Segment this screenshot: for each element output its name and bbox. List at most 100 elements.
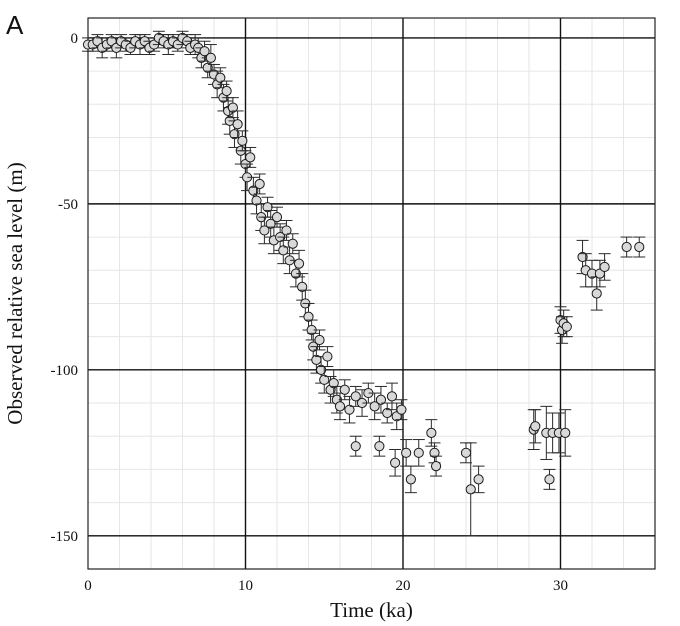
point-marker xyxy=(426,427,437,439)
point-marker xyxy=(386,391,398,402)
data-point xyxy=(293,249,306,278)
data-point xyxy=(244,146,257,168)
data-point xyxy=(425,419,438,447)
x-tick-label: 30 xyxy=(553,578,568,594)
data-point xyxy=(338,379,351,401)
point-marker xyxy=(401,447,412,458)
point-marker xyxy=(259,225,270,236)
x-tick-label: 10 xyxy=(238,578,253,594)
data-point xyxy=(327,369,340,397)
point-marker xyxy=(328,378,339,389)
point-marker xyxy=(281,225,292,236)
point-marker xyxy=(460,447,472,458)
data-point xyxy=(381,402,394,424)
point-marker xyxy=(322,351,333,362)
data-point xyxy=(430,455,443,477)
data-point xyxy=(460,442,472,464)
point-marker xyxy=(429,447,440,458)
data-point xyxy=(633,236,646,258)
point-marker xyxy=(297,281,308,292)
point-marker xyxy=(314,334,325,346)
data-point xyxy=(368,392,381,421)
point-marker xyxy=(316,364,327,375)
data-point xyxy=(198,40,211,62)
data-point xyxy=(593,259,606,288)
data-point xyxy=(412,439,425,467)
data-point xyxy=(321,346,334,368)
panel-label: A xyxy=(6,10,24,40)
point-marker xyxy=(344,404,355,415)
point-marker xyxy=(215,72,226,83)
point-marker xyxy=(254,178,265,190)
point-marker xyxy=(221,85,232,97)
data-point xyxy=(464,442,477,537)
point-marker xyxy=(577,251,588,263)
data-point xyxy=(286,233,299,255)
point-marker xyxy=(350,441,361,452)
x-tick-label: 20 xyxy=(396,578,411,594)
data-point xyxy=(559,409,572,457)
data-point xyxy=(552,412,565,454)
y-tick-label: -150 xyxy=(51,529,79,545)
data-point xyxy=(349,435,362,457)
data-point xyxy=(236,130,249,152)
data-point xyxy=(280,219,293,241)
data-point xyxy=(315,356,328,384)
data-point xyxy=(264,210,277,238)
data-point xyxy=(385,382,398,411)
data-point xyxy=(404,465,417,494)
plot-frame xyxy=(87,17,656,570)
point-marker xyxy=(339,384,350,395)
point-marker xyxy=(334,401,346,412)
minor-grid xyxy=(87,18,656,570)
data-point xyxy=(253,173,266,195)
y-tick-label: -100 xyxy=(51,363,79,379)
data-point xyxy=(241,163,254,192)
point-marker xyxy=(465,484,476,495)
data-point xyxy=(277,236,290,265)
data-point xyxy=(318,366,331,394)
point-marker xyxy=(591,288,602,299)
point-marker xyxy=(405,474,416,485)
data-point xyxy=(373,435,386,457)
data-point xyxy=(349,385,362,407)
data-point xyxy=(395,399,408,421)
data-point xyxy=(400,439,413,467)
point-marker xyxy=(561,321,572,332)
data-point xyxy=(334,392,346,421)
data-point xyxy=(428,442,441,464)
point-marker xyxy=(396,404,407,415)
point-marker xyxy=(473,474,484,485)
data-point xyxy=(231,110,244,138)
point-marker xyxy=(287,238,298,249)
data-point xyxy=(356,389,369,417)
point-marker xyxy=(271,212,283,223)
point-marker xyxy=(544,474,555,485)
x-axis-label: Time (ka) xyxy=(330,598,413,622)
point-marker xyxy=(350,391,361,402)
y-tick-label: -50 xyxy=(58,197,78,213)
point-marker xyxy=(413,447,424,458)
point-marker xyxy=(369,401,380,412)
data-point xyxy=(389,449,402,477)
point-marker xyxy=(245,152,256,163)
data-point xyxy=(271,206,283,228)
point-marker xyxy=(390,457,401,468)
point-marker xyxy=(229,129,240,140)
data-point xyxy=(472,465,485,494)
point-marker xyxy=(199,46,210,57)
point-marker xyxy=(202,62,213,73)
point-marker xyxy=(237,135,248,146)
point-marker xyxy=(599,261,610,273)
point-marker xyxy=(560,427,571,439)
data-points xyxy=(82,30,646,537)
y-axis-ticks: 0 -50 -100 -150 xyxy=(51,31,79,545)
data-point xyxy=(620,236,633,258)
point-marker xyxy=(293,258,305,269)
data-point xyxy=(543,468,556,490)
point-marker xyxy=(248,185,259,196)
data-point xyxy=(590,276,603,311)
point-marker xyxy=(205,52,216,63)
data-point xyxy=(560,316,573,338)
